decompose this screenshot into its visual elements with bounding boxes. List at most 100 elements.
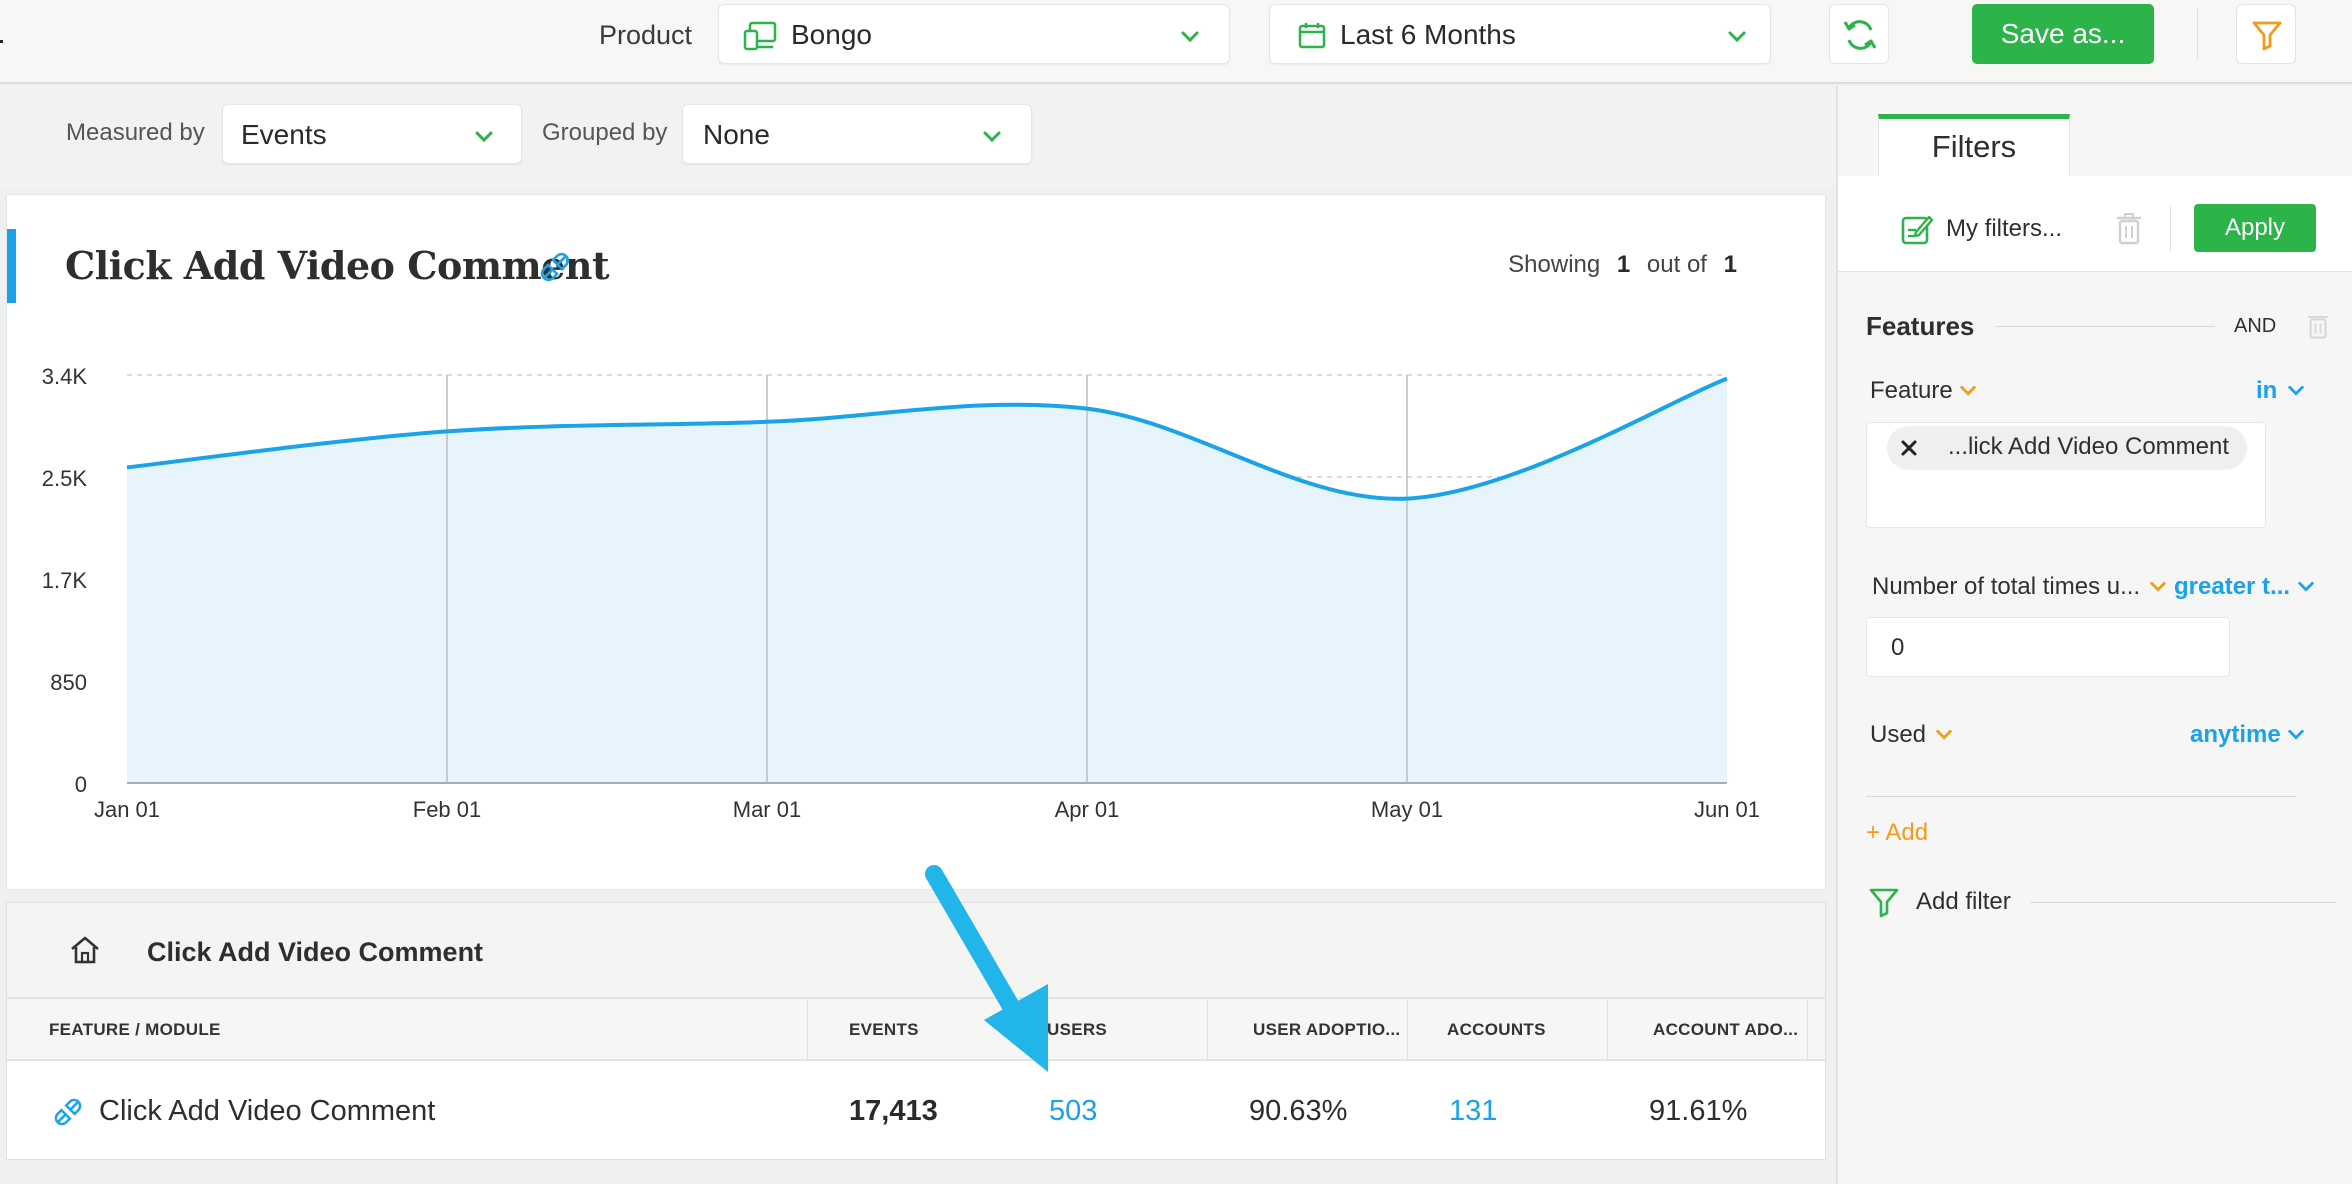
- chevron-down-icon: [2298, 581, 2314, 592]
- chevron-down-icon: [2150, 581, 2166, 592]
- top-bar: Product Bongo Last 6 Months Save as...: [0, 0, 2352, 84]
- table-card: Click Add Video Comment FEATURE / MODULE…: [6, 902, 1826, 1160]
- my-filters-label: My filters...: [1946, 215, 2063, 242]
- edge-mark: [0, 40, 3, 43]
- times-operator: greater t...: [2174, 573, 2291, 600]
- plug-icon: [54, 1098, 82, 1126]
- feature-chip: [1887, 426, 2247, 470]
- tab-filters[interactable]: Filters: [1878, 114, 2070, 176]
- x-tick-label: Jan 01: [94, 797, 160, 822]
- divider: [2030, 902, 2336, 903]
- annotation-arrow: [925, 865, 1048, 1072]
- column-divider: [1607, 999, 1608, 1061]
- chevron-down-icon: [475, 131, 493, 143]
- measure-bar: Measured by Events Grouped by None: [0, 86, 1836, 188]
- showing-total: 1: [1723, 251, 1737, 278]
- device-icon: [743, 21, 777, 51]
- chevron-down-icon: [1936, 729, 1952, 740]
- showing-prefix: Showing: [1508, 251, 1601, 278]
- area-chart: 0 850 1.7K 2.5K 3.4K Jan 01 Feb 01 Mar 01 Apr 01…: [42, 364, 1760, 822]
- user-adoption-value: 90.63%: [1249, 1095, 1348, 1127]
- column-divider: [1807, 999, 1808, 1061]
- column-header-user-adoption[interactable]: USER ADOPTIO...: [1253, 1020, 1401, 1039]
- divider: [1995, 326, 2215, 327]
- features-heading: Features: [1866, 311, 1975, 341]
- times-value: 0: [1891, 634, 1905, 661]
- trash-icon[interactable]: [2115, 212, 2143, 246]
- trash-icon[interactable]: [2306, 312, 2330, 340]
- x-tick-label: Apr 01: [1055, 797, 1120, 822]
- measured-by-label: Measured by: [66, 119, 205, 146]
- events-value: 17,413: [849, 1095, 938, 1127]
- chevron-down-icon: [2288, 385, 2304, 396]
- column-header-users[interactable]: USERS: [1047, 1020, 1108, 1039]
- column-header-account-adoption[interactable]: ACCOUNT ADO...: [1653, 1020, 1799, 1039]
- grouped-by-dropdown[interactable]: None: [682, 104, 1032, 164]
- table-header-bar: Click Add Video Comment: [7, 903, 1825, 999]
- showing-mid: out of: [1646, 251, 1707, 278]
- column-divider: [1207, 999, 1208, 1061]
- feature-name[interactable]: Click Add Video Comment: [99, 1095, 436, 1127]
- date-range-dropdown[interactable]: Last 6 Months: [1269, 4, 1771, 64]
- table-header-row: FEATURE / MODULE EVENTS USERS USER ADOPT…: [7, 999, 1825, 1061]
- showing-current: 1: [1616, 251, 1631, 278]
- calendar-icon: [1298, 23, 1326, 49]
- area-fill: [127, 378, 1727, 783]
- column-header-accounts[interactable]: ACCOUNTS: [1447, 1020, 1546, 1039]
- filter-toggle-button[interactable]: [2236, 4, 2296, 64]
- account-adoption-value: 91.61%: [1649, 1095, 1748, 1127]
- x-tick-label: Mar 01: [733, 797, 801, 822]
- edit-icon: [1901, 215, 1934, 245]
- used-label: Used: [1870, 721, 1927, 748]
- y-tick-label: 850: [50, 670, 87, 695]
- close-icon[interactable]: [1900, 439, 1918, 457]
- y-tick-label: 2.5K: [42, 466, 88, 491]
- showing-count: Showing 1 out of 1: [1508, 251, 1737, 279]
- divider: [1866, 796, 2296, 797]
- times-label: Number of total times u...: [1872, 573, 2141, 600]
- series-line: [126, 376, 1728, 501]
- column-header-events[interactable]: EVENTS: [849, 1020, 919, 1039]
- product-label: Product: [599, 20, 693, 50]
- accounts-link[interactable]: 131: [1449, 1095, 1498, 1127]
- measured-by-dropdown[interactable]: Events: [222, 104, 522, 164]
- accent-bar: [7, 229, 16, 303]
- column-header-feature[interactable]: FEATURE / MODULE: [49, 1020, 221, 1039]
- product-value: Bongo: [791, 19, 872, 50]
- times-value-input[interactable]: 0: [1866, 617, 2230, 677]
- plug-icon[interactable]: [539, 251, 571, 283]
- feature-operator: in: [2256, 377, 2278, 404]
- apply-button[interactable]: Apply: [2194, 204, 2316, 252]
- y-tick-label: 1.7K: [42, 568, 88, 593]
- divider: [2170, 206, 2171, 252]
- chart-card: Click Add Video Comment Showing 1 out of…: [6, 194, 1826, 890]
- and-label: AND: [2234, 315, 2277, 337]
- used-operator: anytime: [2190, 721, 2281, 748]
- add-filter-label: Add filter: [1916, 888, 2011, 915]
- measured-by-value: Events: [241, 119, 327, 150]
- feature-label: Feature: [1870, 377, 1953, 404]
- save-as-button[interactable]: Save as...: [1972, 4, 2154, 64]
- chevron-down-icon: [1728, 31, 1746, 43]
- x-tick-label: Jun 01: [1694, 797, 1760, 822]
- product-dropdown[interactable]: Bongo: [718, 4, 1230, 64]
- table-title: Click Add Video Comment: [147, 937, 484, 967]
- refresh-button[interactable]: [1829, 4, 1889, 64]
- home-icon[interactable]: [69, 935, 101, 965]
- chevron-down-icon: [1181, 31, 1199, 43]
- chevron-down-icon: [2288, 729, 2304, 740]
- column-divider: [1407, 999, 1408, 1061]
- x-tick-label: May 01: [1371, 797, 1443, 822]
- y-tick-label: 0: [75, 772, 87, 797]
- chevron-down-icon: [983, 131, 1001, 143]
- refresh-icon: [1843, 20, 1877, 50]
- feature-chip-label: ...lick Add Video Comment: [1948, 433, 2230, 460]
- add-condition-link[interactable]: + Add: [1866, 819, 1929, 846]
- column-divider: [807, 999, 808, 1061]
- grouped-by-value: None: [703, 119, 770, 150]
- users-link[interactable]: 503: [1049, 1095, 1098, 1127]
- filter-funnel-icon: [2252, 21, 2282, 51]
- divider: [2197, 8, 2198, 60]
- y-tick-label: 3.4K: [42, 364, 88, 389]
- filter-funnel-icon: [1869, 888, 1899, 918]
